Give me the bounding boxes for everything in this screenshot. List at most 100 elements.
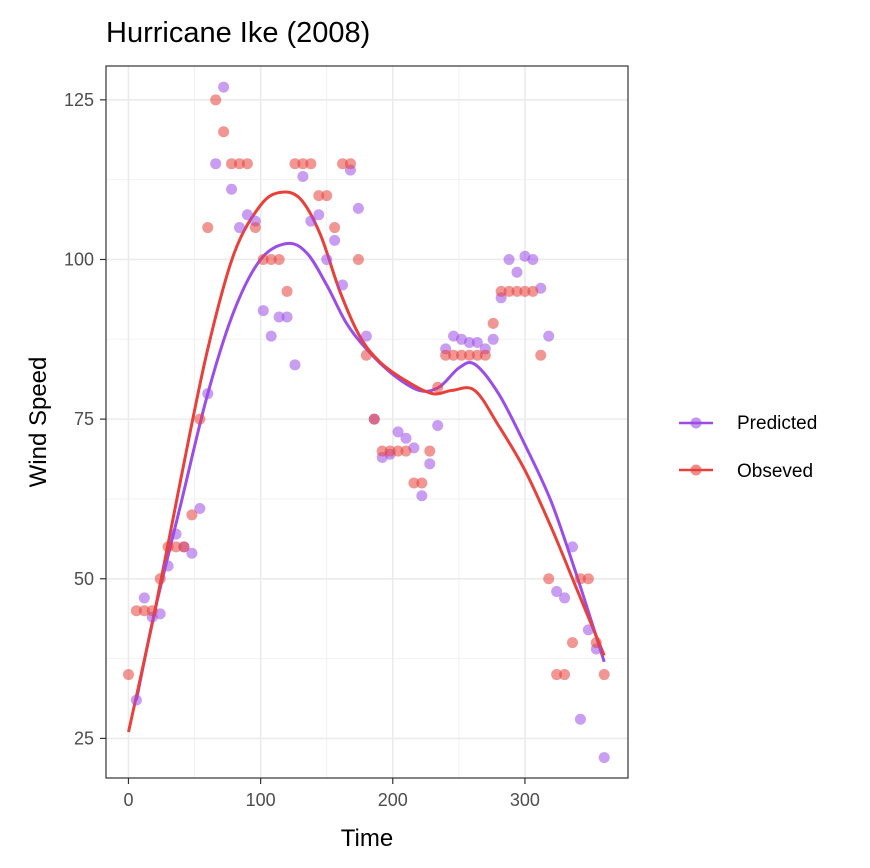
point-predicted bbox=[574, 713, 586, 725]
point-observed bbox=[226, 158, 238, 170]
y-axis: 25 50 75 100 125 bbox=[64, 90, 106, 748]
point-observed bbox=[598, 669, 610, 681]
point-predicted bbox=[186, 547, 198, 559]
y-tick-label: 100 bbox=[64, 249, 94, 269]
point-predicted bbox=[352, 202, 364, 214]
point-observed bbox=[416, 477, 428, 489]
point-predicted bbox=[202, 388, 214, 400]
point-observed bbox=[376, 445, 388, 457]
point-observed bbox=[297, 158, 309, 170]
point-predicted bbox=[503, 253, 515, 265]
point-observed bbox=[202, 222, 214, 234]
point-observed bbox=[321, 190, 333, 202]
data-points bbox=[122, 81, 610, 764]
point-predicted bbox=[194, 503, 206, 515]
point-observed bbox=[194, 413, 206, 425]
point-observed bbox=[305, 158, 317, 170]
trend-line-observed bbox=[127, 190, 606, 733]
point-predicted bbox=[392, 426, 404, 438]
point-observed bbox=[337, 158, 349, 170]
point-observed bbox=[249, 222, 261, 234]
legend-point-predicted bbox=[690, 417, 702, 429]
point-observed bbox=[241, 158, 253, 170]
point-observed bbox=[154, 573, 166, 585]
point-observed bbox=[559, 669, 571, 681]
point-observed bbox=[519, 285, 531, 297]
point-predicted bbox=[162, 560, 174, 572]
point-predicted bbox=[559, 592, 571, 604]
trend-lines bbox=[127, 190, 606, 733]
point-observed bbox=[400, 445, 412, 457]
x-tick-label: 300 bbox=[510, 790, 540, 810]
y-tick-label: 25 bbox=[74, 728, 94, 748]
point-observed bbox=[218, 126, 230, 138]
point-observed bbox=[257, 253, 269, 265]
point-predicted bbox=[321, 253, 333, 265]
point-predicted bbox=[400, 432, 412, 444]
point-observed bbox=[455, 349, 467, 361]
point-observed bbox=[360, 349, 372, 361]
point-observed bbox=[471, 349, 483, 361]
point-predicted bbox=[273, 311, 285, 323]
point-observed bbox=[210, 94, 222, 106]
legend: Predicted Obseved bbox=[679, 413, 817, 482]
chart-title: Hurricane Ike (2008) bbox=[106, 17, 370, 49]
x-tick-label: 200 bbox=[378, 790, 408, 810]
point-observed bbox=[535, 349, 547, 361]
point-observed bbox=[281, 285, 293, 297]
point-observed bbox=[178, 541, 190, 553]
point-observed bbox=[352, 253, 364, 265]
point-observed bbox=[543, 573, 555, 585]
legend-label-observed: Obseved bbox=[737, 461, 813, 482]
point-observed bbox=[329, 222, 341, 234]
point-predicted bbox=[241, 209, 253, 221]
point-observed bbox=[440, 349, 452, 361]
y-tick-label: 75 bbox=[74, 409, 94, 429]
point-observed bbox=[368, 413, 380, 425]
point-predicted bbox=[170, 528, 182, 540]
point-predicted bbox=[424, 458, 436, 470]
point-observed bbox=[122, 669, 134, 681]
point-observed bbox=[432, 381, 444, 393]
point-predicted bbox=[337, 279, 349, 291]
point-predicted bbox=[297, 170, 309, 182]
point-observed bbox=[582, 573, 594, 585]
point-predicted bbox=[138, 592, 150, 604]
x-axis: 0 100 200 300 bbox=[123, 778, 540, 810]
point-predicted bbox=[463, 336, 475, 348]
point-observed bbox=[424, 445, 436, 457]
point-predicted bbox=[313, 209, 325, 221]
point-observed bbox=[511, 285, 523, 297]
point-predicted bbox=[511, 266, 523, 278]
point-predicted bbox=[265, 330, 277, 342]
point-observed bbox=[551, 669, 563, 681]
point-observed bbox=[448, 349, 460, 361]
point-predicted bbox=[360, 330, 372, 342]
point-predicted bbox=[233, 222, 245, 234]
point-observed bbox=[289, 158, 301, 170]
point-observed bbox=[408, 477, 420, 489]
point-observed bbox=[186, 509, 198, 521]
point-observed bbox=[233, 158, 245, 170]
point-observed bbox=[384, 445, 396, 457]
point-observed bbox=[479, 349, 491, 361]
point-observed bbox=[344, 158, 356, 170]
point-observed bbox=[574, 573, 586, 585]
point-observed bbox=[273, 253, 285, 265]
point-observed bbox=[146, 605, 158, 617]
point-observed bbox=[566, 637, 578, 649]
point-observed bbox=[265, 253, 277, 265]
point-observed bbox=[495, 285, 507, 297]
point-predicted bbox=[305, 215, 317, 227]
point-observed bbox=[527, 285, 539, 297]
y-tick-label: 125 bbox=[64, 90, 94, 110]
point-observed bbox=[138, 605, 150, 617]
point-predicted bbox=[551, 586, 563, 598]
point-predicted bbox=[218, 81, 230, 93]
point-observed bbox=[313, 190, 325, 202]
point-predicted bbox=[527, 253, 539, 265]
point-predicted bbox=[130, 694, 142, 706]
point-observed bbox=[487, 317, 499, 329]
point-predicted bbox=[329, 234, 341, 246]
point-observed bbox=[130, 605, 142, 617]
